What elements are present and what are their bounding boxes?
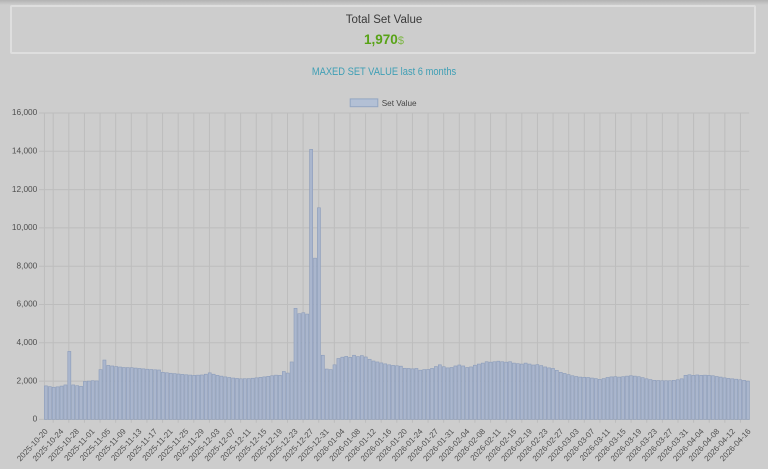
svg-text:2,000: 2,000 [17,375,38,385]
svg-text:6,000: 6,000 [17,299,38,309]
svg-text:16,000: 16,000 [12,107,38,117]
svg-text:14,000: 14,000 [12,146,38,156]
svg-text:Set Value: Set Value [382,99,417,108]
svg-text:12,000: 12,000 [12,184,38,194]
svg-text:4,000: 4,000 [17,337,38,347]
svg-text:10,000: 10,000 [12,222,38,232]
svg-text:0: 0 [33,414,38,424]
svg-text:8,000: 8,000 [17,260,38,270]
